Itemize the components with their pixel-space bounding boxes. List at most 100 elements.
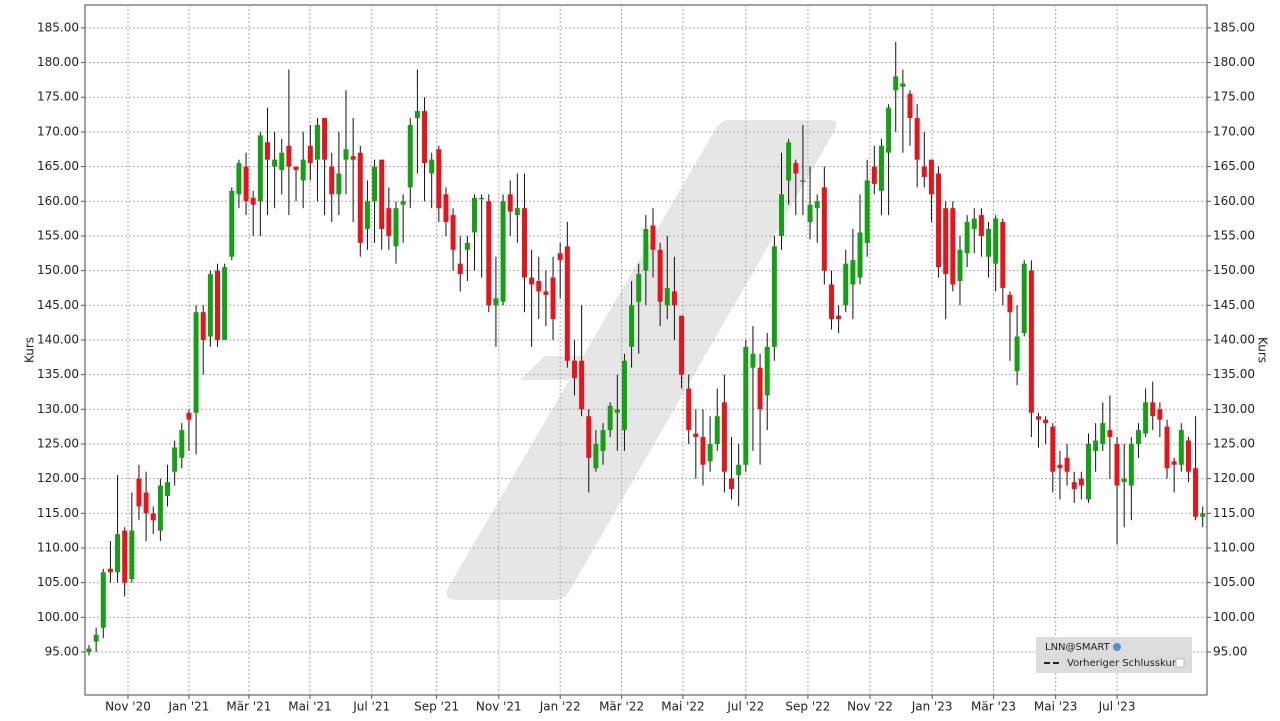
candle-body bbox=[864, 180, 870, 243]
candle-body bbox=[736, 464, 742, 476]
candle-body bbox=[193, 312, 199, 413]
candle-body bbox=[157, 485, 163, 531]
candle-body bbox=[1135, 430, 1141, 444]
candle-body bbox=[272, 159, 278, 167]
candle-body bbox=[472, 197, 478, 233]
candle-body bbox=[786, 142, 792, 181]
x-tick-label: Sep '21 bbox=[414, 700, 459, 714]
candle-body bbox=[207, 274, 213, 337]
candle-body bbox=[457, 263, 463, 275]
x-tick-label: Jul '22 bbox=[726, 700, 764, 714]
candle-body bbox=[1143, 402, 1149, 434]
y2-tick-label: 100.00 bbox=[1213, 610, 1255, 624]
legend-title: LNN@SMART bbox=[1045, 642, 1111, 653]
y-tick-label: 175.00 bbox=[37, 90, 79, 104]
y-tick-label: 155.00 bbox=[37, 228, 79, 242]
candle-body bbox=[107, 568, 113, 573]
candle-body bbox=[1028, 270, 1034, 413]
candle-body bbox=[172, 447, 178, 472]
x-tick-label: Mai '22 bbox=[661, 700, 704, 714]
y-tick-label: 105.00 bbox=[37, 575, 79, 589]
y2-tick-label: 155.00 bbox=[1213, 228, 1255, 242]
x-tick-label: Nov '22 bbox=[847, 700, 893, 714]
candle-body bbox=[215, 270, 221, 340]
candle-body bbox=[529, 277, 535, 285]
candle-body bbox=[629, 305, 635, 347]
candle-body bbox=[843, 263, 849, 306]
y2-tick-label: 180.00 bbox=[1213, 55, 1255, 69]
candle-body bbox=[986, 228, 992, 257]
candle-body bbox=[1200, 513, 1206, 517]
candle-body bbox=[900, 83, 906, 87]
candle-body bbox=[671, 291, 677, 306]
legend-checkbox[interactable] bbox=[1175, 658, 1185, 668]
candle-body bbox=[314, 124, 320, 160]
candle-body bbox=[229, 190, 235, 257]
candle-body bbox=[179, 430, 185, 458]
candle-body bbox=[200, 312, 206, 340]
candle-body bbox=[679, 315, 685, 375]
candle-body bbox=[507, 194, 513, 212]
candle-body bbox=[1085, 443, 1091, 500]
candle-body bbox=[364, 201, 370, 229]
y-tick-label: 100.00 bbox=[37, 610, 79, 624]
legend: LNN@SMART Vorheriger Schlusskurs bbox=[1036, 637, 1192, 673]
candle-body bbox=[607, 405, 613, 431]
candle-body bbox=[871, 166, 877, 184]
candle-body bbox=[878, 145, 884, 191]
x-tick-label: Jan '23 bbox=[911, 700, 953, 714]
candle-body bbox=[436, 149, 442, 209]
candle-body bbox=[222, 267, 228, 340]
candle-body bbox=[165, 482, 171, 496]
candle-body bbox=[893, 76, 899, 91]
candle-body bbox=[586, 416, 592, 458]
candle-body bbox=[971, 218, 977, 229]
candle-body bbox=[536, 281, 542, 292]
candle-body bbox=[243, 166, 249, 202]
y-tick-label: 165.00 bbox=[37, 159, 79, 173]
y2-tick-label: 175.00 bbox=[1213, 90, 1255, 104]
candle-body bbox=[1036, 416, 1042, 420]
candle-body bbox=[714, 416, 720, 444]
candle-body bbox=[850, 260, 856, 285]
candle-body bbox=[1021, 263, 1027, 334]
candle-body bbox=[550, 277, 556, 320]
candle-body bbox=[657, 249, 663, 302]
candle-body bbox=[543, 291, 549, 295]
y-tick-label: 110.00 bbox=[37, 540, 79, 554]
candle-body bbox=[779, 194, 785, 236]
candle-body bbox=[1050, 426, 1056, 472]
candle-body bbox=[329, 166, 335, 195]
candle-body bbox=[964, 222, 970, 254]
candle-body bbox=[307, 145, 313, 164]
candle-body bbox=[450, 215, 456, 250]
candle-body bbox=[1164, 426, 1170, 469]
y2-axis-label: Kurs bbox=[1256, 337, 1270, 363]
x-tick-label: Nov '21 bbox=[476, 700, 522, 714]
legend-icon bbox=[1113, 643, 1121, 651]
candle-body bbox=[907, 93, 913, 119]
y-tick-label: 115.00 bbox=[37, 506, 79, 520]
y-tick-label: 160.00 bbox=[37, 194, 79, 208]
candle-body bbox=[814, 201, 820, 209]
y2-tick-label: 185.00 bbox=[1213, 20, 1255, 34]
candle-body bbox=[943, 208, 949, 275]
candle-body bbox=[136, 478, 142, 507]
candle-body bbox=[115, 534, 121, 573]
y2-tick-label: 140.00 bbox=[1213, 332, 1255, 346]
candle-body bbox=[350, 156, 356, 160]
candle-body bbox=[479, 197, 485, 200]
y2-tick-label: 110.00 bbox=[1213, 540, 1255, 554]
candle-body bbox=[950, 208, 956, 285]
candle-body bbox=[500, 201, 506, 302]
y2-tick-label: 125.00 bbox=[1213, 436, 1255, 450]
candle-body bbox=[757, 367, 763, 410]
candle-body bbox=[514, 208, 520, 216]
candle-body bbox=[743, 346, 749, 465]
y2-tick-label: 105.00 bbox=[1213, 575, 1255, 589]
y2-tick-label: 120.00 bbox=[1213, 471, 1255, 485]
candle-body bbox=[936, 173, 942, 268]
candle-body bbox=[1000, 222, 1006, 288]
candle-body bbox=[1057, 464, 1063, 469]
